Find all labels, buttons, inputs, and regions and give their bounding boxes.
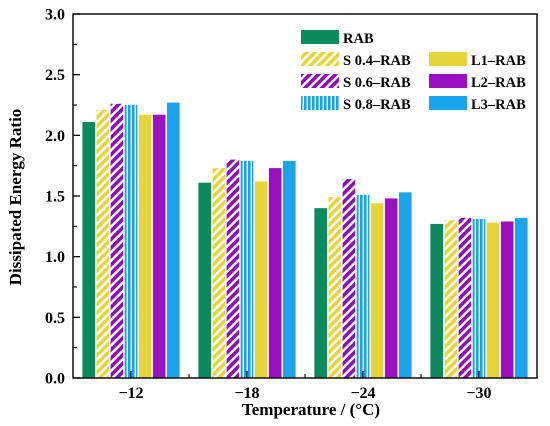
y-tick-label: 3.0	[45, 7, 65, 24]
bar-s-0-8-rab-0	[124, 105, 138, 378]
axes-group: 0.0 0.5 1.0 1.5 2.0 2.5 3.0 −12 −18 −24 −30	[45, 7, 538, 402]
y-tick-label: 2.5	[45, 67, 65, 84]
bar-s-0-6-rab-2	[342, 179, 356, 378]
legend-label: L1–RAB	[471, 53, 526, 69]
bar-l3-rab-0	[167, 102, 180, 378]
legend-swatch	[301, 30, 339, 44]
y-axis-title: Dissipated Energy Ratio	[6, 109, 25, 286]
legend-label: S 0.6–RAB	[343, 75, 411, 91]
legend-swatch	[301, 52, 339, 66]
legend-swatch	[301, 96, 339, 110]
bar-l2-rab-0	[152, 114, 166, 378]
bar-l3-rab-2	[399, 192, 412, 378]
bar-s-0-6-rab-0	[110, 103, 124, 378]
legend-swatch	[429, 74, 467, 88]
bar-rab-0	[82, 121, 95, 378]
legend-label: L3–RAB	[471, 97, 526, 113]
x-tick-label: −24	[350, 385, 375, 402]
legend-swatch	[429, 52, 467, 66]
bar-l3-rab-1	[283, 160, 296, 378]
bar-s-0-4-rab-1	[212, 168, 226, 378]
bar-s-0-4-rab-0	[96, 109, 110, 378]
y-tick-label: 1.5	[45, 189, 65, 206]
x-tick-label: −18	[234, 385, 259, 402]
bar-l1-rab-0	[138, 114, 152, 378]
bar-l1-rab-2	[370, 203, 384, 378]
y-tick-label: 0.5	[45, 310, 65, 327]
bar-s-0-8-rab-2	[356, 194, 370, 378]
legend: RAB S 0.4–RAB S 0.6–RAB S 0.8–RAB L1–RAB L2–R…	[301, 30, 526, 113]
bar-s-0-8-rab-1	[240, 160, 254, 378]
legend-swatch	[429, 96, 467, 110]
y-tick-label: 1.0	[45, 249, 65, 266]
legend-label: RAB	[343, 31, 374, 47]
bar-l1-rab-3	[486, 222, 500, 378]
legend-swatch	[301, 74, 339, 88]
bar-rab-2	[314, 208, 327, 378]
legend-label: L2–RAB	[471, 75, 526, 91]
bar-l2-rab-1	[268, 168, 282, 378]
x-tick-label: −12	[118, 385, 143, 402]
bar-l1-rab-1	[254, 181, 268, 378]
bar-s-0-6-rab-3	[458, 217, 472, 378]
bar-l2-rab-3	[500, 221, 514, 378]
y-tick-label: 2.0	[45, 128, 65, 145]
bar-s-0-4-rab-2	[328, 197, 342, 378]
x-axis-title: Temperature / (°C)	[242, 400, 380, 419]
legend-label: S 0.8–RAB	[343, 97, 411, 113]
bar-l3-rab-3	[515, 217, 528, 378]
bar-rab-1	[198, 182, 211, 378]
bar-l2-rab-2	[384, 198, 398, 378]
bar-s-0-8-rab-3	[472, 219, 486, 378]
bar-rab-3	[430, 223, 443, 378]
bars-group	[82, 102, 528, 378]
x-tick-label: −30	[466, 385, 491, 402]
bar-s-0-6-rab-1	[226, 159, 240, 378]
bar-s-0-4-rab-3	[444, 220, 458, 378]
y-tick-label: 0.0	[45, 371, 65, 388]
legend-label: S 0.4–RAB	[343, 53, 411, 69]
